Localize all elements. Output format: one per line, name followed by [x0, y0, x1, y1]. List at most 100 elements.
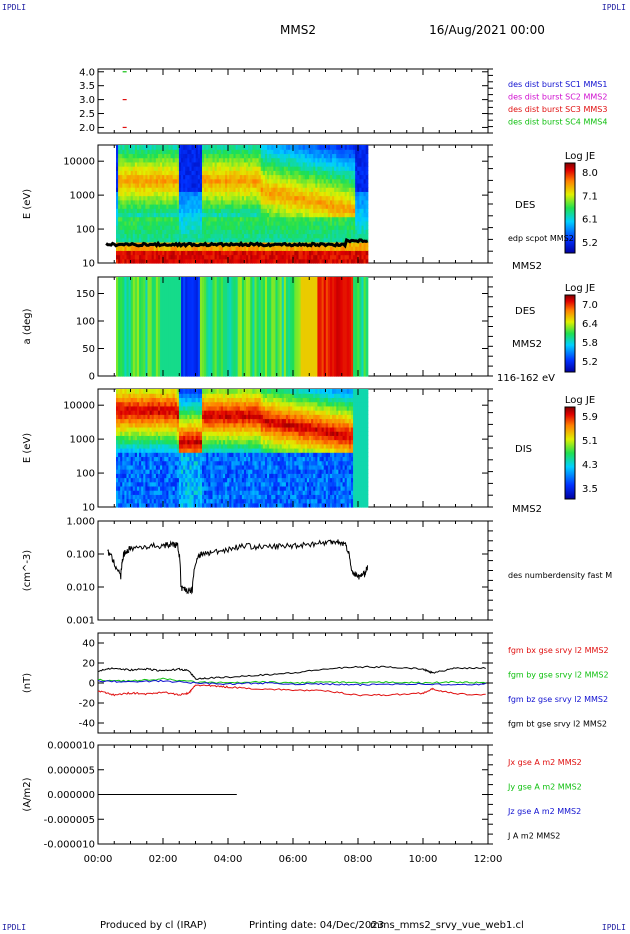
- heatmap-cell: [222, 418, 226, 424]
- heatmap-cell: [302, 166, 306, 171]
- heatmap-cell: [225, 490, 228, 495]
- heatmap-cell: [283, 149, 287, 155]
- heatmap-cell: [126, 199, 130, 205]
- heatmap-cell: [134, 225, 138, 230]
- heatmap-cell: [178, 422, 182, 428]
- heatmap-cell: [157, 485, 161, 491]
- heatmap-cell: [187, 502, 191, 508]
- heatmap-cell: [315, 258, 318, 264]
- heatmap-cell: [147, 431, 151, 436]
- heatmap-cell: [208, 389, 212, 394]
- heatmap-cell: [294, 254, 298, 260]
- heatmap-cell: [235, 187, 239, 192]
- heatmap-cell: [285, 161, 289, 167]
- heatmap-cell: [233, 161, 237, 167]
- heatmap-cell: [365, 254, 369, 260]
- heatmap-cell: [122, 477, 125, 483]
- heatmap-cell: [227, 149, 230, 155]
- heatmap-cell: [279, 153, 283, 159]
- heatmap-cell: [342, 153, 346, 159]
- heatmap-cell: [359, 225, 363, 230]
- heatmap-cell: [145, 410, 149, 415]
- heatmap-cell: [222, 460, 226, 466]
- heatmap-cell: [143, 494, 146, 500]
- heatmap-cell: [262, 149, 266, 155]
- heatmap-cell: [166, 485, 170, 491]
- heatmap-cell: [128, 157, 132, 163]
- heatmap-cell: [334, 195, 337, 201]
- heatmap-cell: [327, 204, 331, 209]
- heatmap-cell: [120, 464, 123, 470]
- heatmap-cell: [162, 153, 165, 159]
- heatmap-cell: [116, 452, 119, 458]
- heatmap-cell: [193, 237, 197, 243]
- heatmap-cell: [363, 204, 367, 209]
- heatmap-cell: [355, 204, 358, 209]
- heatmap-cell: [153, 456, 157, 462]
- heatmap-cell: [321, 182, 325, 188]
- heatmap-cell: [260, 170, 264, 176]
- heatmap-cell: [346, 170, 350, 176]
- heatmap-cell: [218, 199, 222, 205]
- heatmap-cell: [227, 258, 230, 264]
- heatmap-cell: [227, 220, 230, 226]
- heatmap-cell: [118, 414, 121, 420]
- heatmap-cell: [313, 237, 316, 243]
- heatmap-cell: [348, 277, 352, 377]
- heatmap-cell: [126, 397, 130, 403]
- heatmap-cell: [151, 157, 155, 163]
- heatmap-cell: [283, 233, 287, 239]
- heatmap-cell: [348, 149, 352, 155]
- heatmap-cell: [296, 182, 300, 188]
- heatmap-cell: [191, 246, 195, 251]
- heatmap-cell: [172, 204, 176, 209]
- heatmap-cell: [353, 157, 356, 163]
- heatmap-cell: [220, 426, 224, 432]
- heatmap-cell: [208, 431, 212, 436]
- heatmap-cell: [126, 460, 130, 466]
- heatmap-cell: [298, 277, 302, 377]
- heatmap-cell: [260, 153, 264, 159]
- heatmap-cell: [168, 502, 172, 508]
- heatmap-cell: [216, 494, 220, 500]
- heatmap-cell: [334, 208, 337, 214]
- heatmap-cell: [162, 220, 165, 226]
- heatmap-cell: [315, 161, 318, 167]
- heatmap-cell: [166, 477, 170, 483]
- heatmap-cell: [243, 145, 247, 150]
- heatmap-cell: [195, 178, 199, 184]
- heatmap-cell: [170, 435, 174, 441]
- heatmap-cell: [151, 153, 155, 159]
- heatmap-cell: [155, 161, 159, 167]
- heatmap-cell: [323, 182, 327, 188]
- heatmap-cell: [183, 157, 186, 163]
- heatmap-cell: [302, 212, 306, 218]
- heatmap-cell: [141, 212, 144, 218]
- heatmap-cell: [168, 258, 172, 264]
- heatmap-cell: [292, 250, 295, 256]
- heatmap-cell: [298, 199, 302, 205]
- heatmap-cell: [214, 229, 218, 235]
- heatmap-cell: [216, 178, 220, 184]
- heatmap-cell: [178, 233, 182, 239]
- heatmap-cell: [151, 439, 155, 445]
- heatmap-cell: [218, 460, 222, 466]
- heatmap-cell: [181, 254, 184, 260]
- heatmap-cell: [361, 204, 365, 209]
- heatmap-cell: [296, 187, 300, 192]
- heatmap-cell: [296, 157, 300, 163]
- heatmap-cell: [298, 220, 302, 226]
- heatmap-cell: [231, 157, 235, 163]
- heatmap-cell: [195, 439, 199, 445]
- heatmap-cell: [176, 208, 180, 214]
- heatmap-cell: [252, 233, 256, 239]
- heatmap-cell: [153, 439, 157, 445]
- heatmap-cell: [120, 157, 123, 163]
- heatmap-cell: [181, 182, 184, 188]
- heatmap-cell: [227, 456, 230, 462]
- heatmap-cell: [164, 469, 167, 474]
- heatmap-cell: [248, 157, 251, 163]
- heatmap-cell: [206, 418, 209, 424]
- heatmap-cell: [151, 494, 155, 500]
- heatmap-cell: [143, 170, 146, 176]
